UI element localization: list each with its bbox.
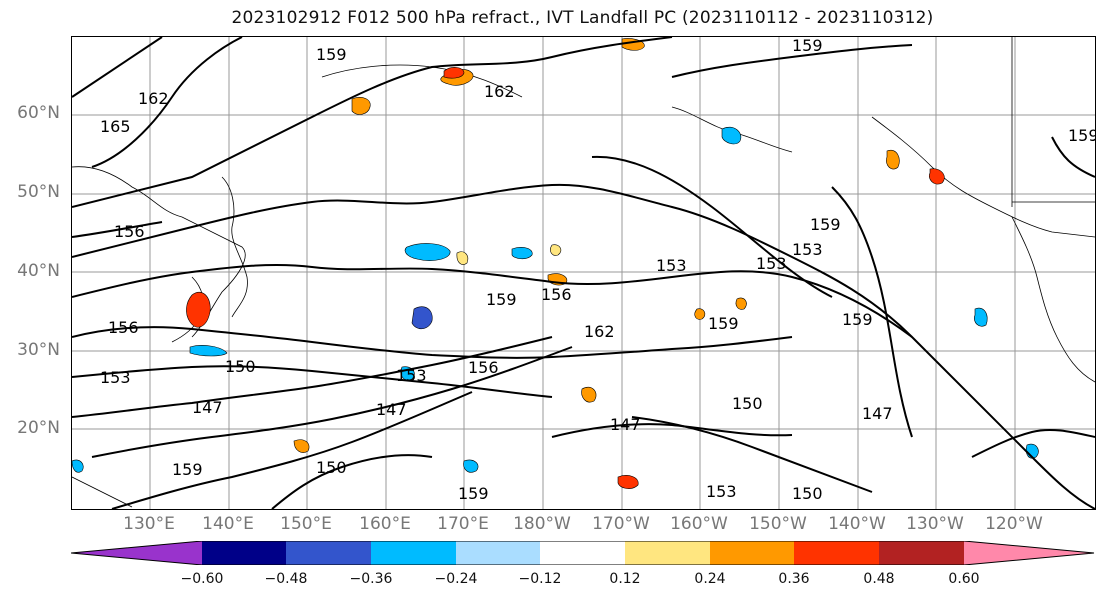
contour-label: 156 — [108, 318, 139, 337]
contour-label: 159 — [486, 290, 517, 309]
lon-label: 170°E — [437, 514, 489, 534]
colorbar — [71, 541, 1095, 565]
colorbar-tick-label: −0.24 — [434, 571, 478, 587]
colorbar-segment — [456, 541, 540, 565]
contour-label: 153 — [100, 368, 131, 387]
contour-label: 150 — [316, 458, 347, 477]
map-title: 2023102912 F012 500 hPa refract., IVT La… — [231, 8, 934, 28]
gridlines — [72, 37, 1095, 509]
contour-label: 150 — [225, 357, 256, 376]
contour-label-group: 159 162 165 159 156 153 156 150 147 162 … — [100, 37, 1095, 503]
colorbar-segment — [794, 541, 879, 565]
colorbar-tick-label: −0.60 — [180, 571, 224, 587]
lon-label: 140°E — [202, 514, 254, 534]
contour-label: 147 — [610, 415, 641, 434]
colorbar-segment — [710, 541, 794, 565]
lat-label: 50°N — [17, 182, 60, 202]
map-panel: 159 162 165 159 156 153 156 150 147 162 … — [71, 36, 1096, 510]
contour-label: 162 — [584, 322, 615, 341]
colorbar-segment — [540, 541, 625, 565]
colorbar-tick-label: −0.36 — [349, 571, 393, 587]
colorbar-tick-label: 0.48 — [863, 571, 895, 587]
contour-label: 159 — [810, 215, 841, 234]
contour-label: 147 — [862, 404, 893, 423]
map-canvas: 159 162 165 159 156 153 156 150 147 162 … — [72, 37, 1095, 509]
contour-label: 159 — [458, 484, 489, 503]
contour-label: 147 — [376, 400, 407, 419]
contour-label: 153 — [706, 482, 737, 501]
contour-label: 147 — [192, 398, 223, 417]
colorbar-segment — [286, 541, 371, 565]
colorbar-tick-label: −0.12 — [518, 571, 562, 587]
contour-label: 153 — [396, 366, 427, 385]
colorbar-segment — [71, 541, 202, 565]
colorbar-segment — [879, 541, 964, 565]
colorbar-tick-label: −0.48 — [264, 571, 308, 587]
contour-label: 159 — [316, 45, 347, 64]
contour-label: 159 — [1068, 126, 1095, 145]
lon-label: 140°W — [828, 514, 886, 534]
lon-label: 120°W — [985, 514, 1043, 534]
contour-label: 159 — [792, 37, 823, 55]
ivt-shading — [72, 38, 1039, 489]
contour-label: 159 — [842, 310, 873, 329]
refractivity-contours — [72, 37, 1095, 509]
colorbar-tick-label: 0.36 — [778, 571, 810, 587]
colorbar-segment — [202, 541, 286, 565]
lon-label: 160°E — [359, 514, 411, 534]
lon-label: 130°E — [123, 514, 175, 534]
lon-label: 150°W — [749, 514, 807, 534]
colorbar-tick-label: 0.12 — [609, 571, 641, 587]
colorbar-segment — [964, 541, 1094, 565]
lat-label: 40°N — [17, 261, 60, 281]
colorbar-segment — [625, 541, 710, 565]
contour-label: 162 — [138, 89, 169, 108]
contour-label: 156 — [468, 358, 499, 377]
lat-label: 30°N — [17, 340, 60, 360]
contour-label: 165 — [100, 117, 131, 136]
contour-label: 156 — [114, 222, 145, 241]
lon-label: 160°W — [670, 514, 728, 534]
contour-label: 156 — [541, 285, 572, 304]
colorbar-segment — [371, 541, 456, 565]
lon-label: 170°W — [592, 514, 650, 534]
contour-label: 150 — [732, 394, 763, 413]
contour-label: 162 — [484, 82, 515, 101]
contour-label: 153 — [792, 240, 823, 259]
lat-label: 20°N — [17, 418, 60, 438]
lon-label: 130°W — [906, 514, 964, 534]
lat-label: 60°N — [17, 103, 60, 123]
lon-label: 180°W — [513, 514, 571, 534]
colorbar-tick-label: 0.24 — [694, 571, 726, 587]
contour-label: 159 — [708, 314, 739, 333]
contour-label: 150 — [792, 484, 823, 503]
lon-label: 150°E — [280, 514, 332, 534]
colorbar-tick-label: 0.60 — [948, 571, 980, 587]
contour-label: 159 — [172, 460, 203, 479]
contour-label: 153 — [756, 254, 787, 273]
contour-label: 153 — [656, 256, 687, 275]
